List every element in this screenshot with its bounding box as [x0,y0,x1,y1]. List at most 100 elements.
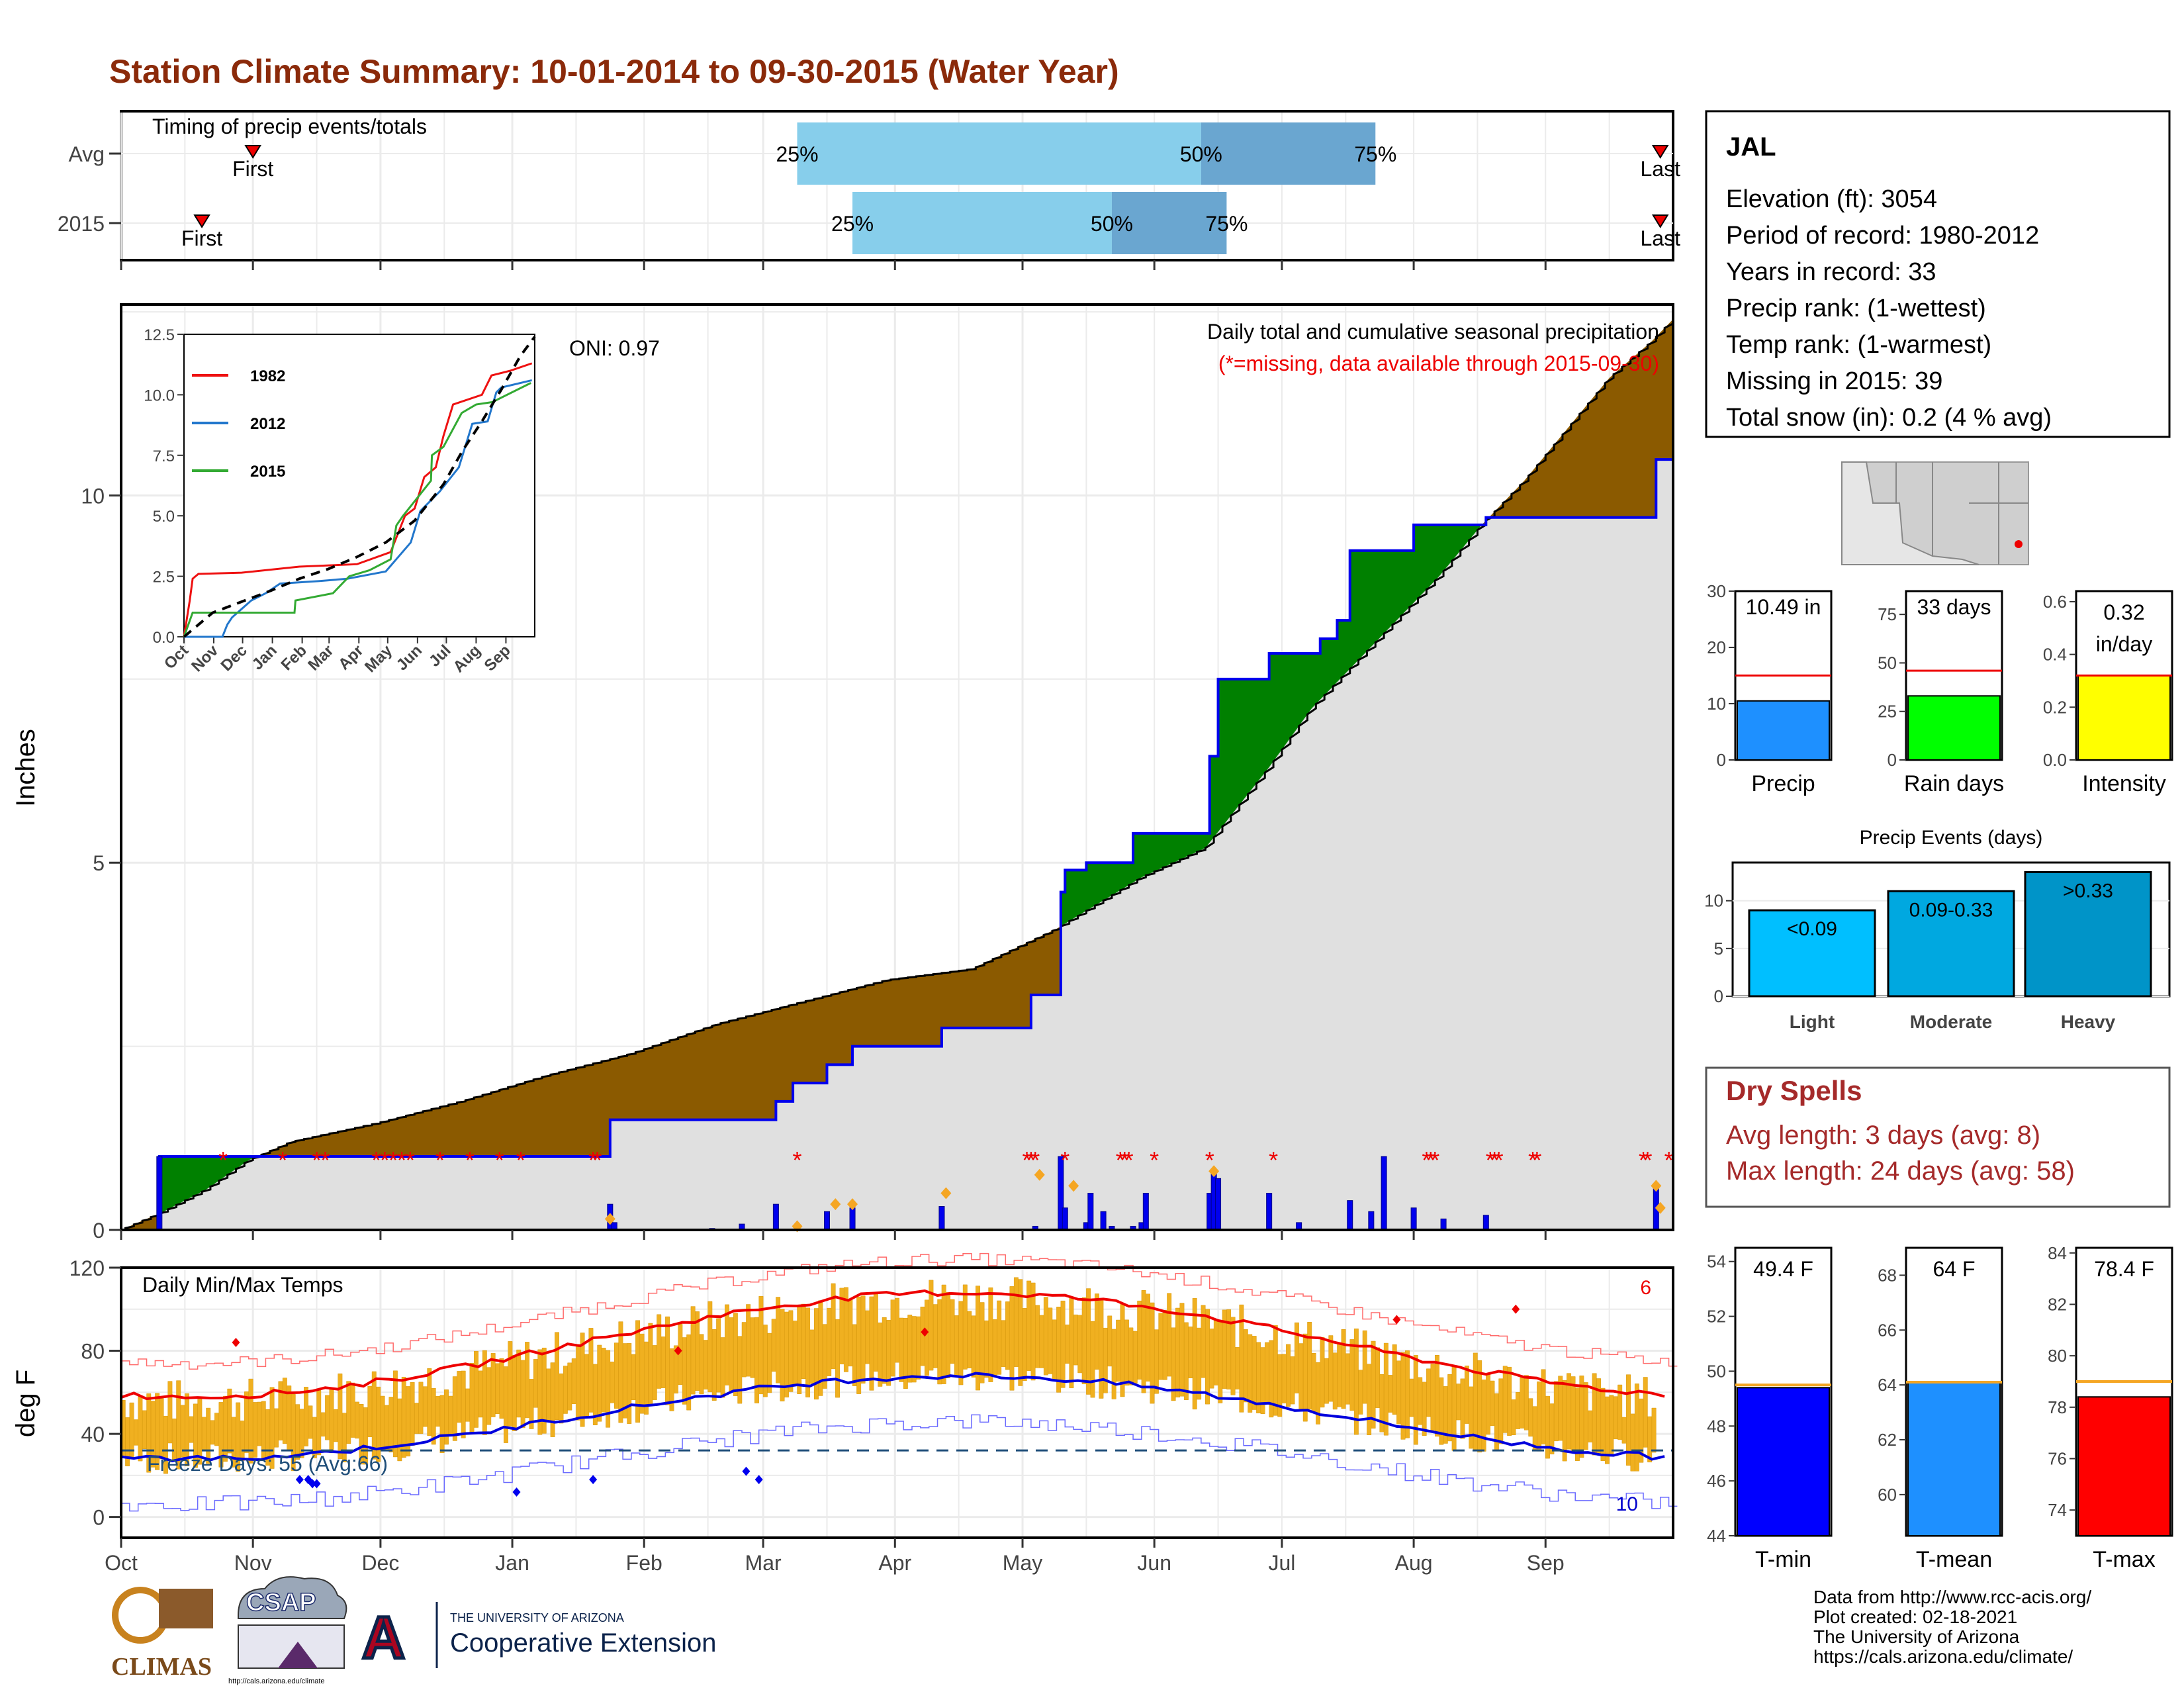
summary-bar-y-tick-label: 50 [1878,653,1897,673]
temp-y-tick-label: 40 [81,1423,105,1446]
timing-q25-q50-bar [852,192,1112,254]
missing-day-marker: * [278,1147,287,1174]
precip-event-marker [1208,1165,1220,1178]
missing-day-marker: * [320,1147,330,1174]
daily-precip-bar [1347,1200,1353,1231]
temp-bar-y-tick-label: 78 [2048,1397,2067,1417]
timing-first-label: First [181,226,222,250]
timing-last-marker [1651,214,1669,228]
record-low-marker [754,1475,763,1485]
summary-bar-category-label: Precip [1751,771,1815,796]
summary-bar-category-label: Intensity [2082,771,2166,796]
temp-y-tick-label: 120 [69,1256,105,1280]
missing-day-marker: * [1664,1147,1674,1174]
csap-text: CSAP [246,1589,316,1617]
station-location-marker [2015,540,2023,548]
temp-bar-value [1907,1382,2001,1536]
freeze-days-label: Freeze Days: 55 (Avg:66) [147,1452,388,1476]
summary-bar-y-tick-label: 25 [1878,702,1897,722]
missing-day-marker: * [1022,1147,1031,1174]
inset-line-2015 [183,382,531,637]
precip-event-marker [1651,1180,1662,1192]
missing-day-marker: * [1060,1147,1069,1174]
missing-day-marker: * [1422,1147,1431,1174]
inset-y-tick-label: 0.0 [153,629,175,647]
timing-last-label: Last [1640,226,1680,250]
inset-legend-label: 1982 [250,367,285,385]
daily-precip-bar [156,1156,163,1231]
summary-bar-y-tick-label: 0 [1717,750,1726,770]
record-low-marker [295,1475,304,1485]
timing-q50-q75-bar [1111,192,1227,254]
summary-bar-y-tick-label: 75 [1878,604,1897,624]
temp-bar-value-label: 64 F [1933,1257,1975,1281]
dry-spells-box: Dry Spells Avg length: 3 days (avg: 8) M… [1705,1066,2171,1208]
avg-max-temp-line [120,1289,1665,1401]
inset-legend-label: 2015 [250,463,285,481]
summary-bar-value [2077,675,2171,761]
inset-line-1982 [183,362,533,637]
daily-precip-bar [1087,1193,1094,1231]
info-line: Temp rank: (1-warmest) [1726,331,1991,359]
timing-label: Timing of precip events/totals [152,115,427,138]
precip-event-marker [830,1198,841,1211]
credit-line: https://cals.arizona.edu/climate/ [1813,1646,2073,1667]
temp-y-label: deg F [11,1370,40,1437]
missing-day-marker: * [1486,1147,1495,1174]
inset-y-tick-label: 5.0 [153,508,175,526]
events-y-tick-label: 10 [1704,891,1723,911]
summary-bar-value-unit: in/day [2096,632,2152,656]
record-low-marker [589,1475,598,1485]
temp-panel-frame [120,1266,1674,1539]
temp-bar-y-tick-label: 44 [1707,1526,1726,1546]
precip-missing-caption: (*=missing, data available through 2015-… [1218,352,1659,375]
missing-day-marker: * [1269,1147,1278,1174]
missing-day-marker: * [1026,1147,1036,1174]
avg-min-temp-line [120,1372,1665,1463]
events-bar [1887,890,2015,998]
missing-day-marker: * [1643,1147,1652,1174]
info-line: Period of record: 1980-2012 [1726,222,2039,250]
daily-precip-bar [1100,1211,1107,1231]
dry-spells-frame [1705,1066,2171,1208]
precip-event-marker [940,1187,952,1199]
missing-day-marker: * [1150,1147,1159,1174]
credit-line: Plot created: 02-18-2021 [1813,1607,2017,1627]
timing-q25-label: 25% [776,142,818,166]
timing-q75-label: 75% [1205,212,1248,236]
temp-bar-y-tick-label: 62 [1878,1430,1897,1450]
temp-bar-y-tick-label: 76 [2048,1448,2067,1468]
events-y-tick-label: 5 [1714,939,1723,959]
csap-url: http://cals.arizona.edu/climate [228,1677,325,1685]
missing-day-marker: * [793,1147,802,1174]
daily-precip-bar [1215,1178,1222,1231]
temp-bar-category-label: T-min [1755,1547,1811,1572]
timing-row-label: Avg [68,142,105,166]
summary-bar-value [1907,695,2001,761]
temp-bar-value [1737,1387,1830,1536]
ua-a-mark: A [362,1605,405,1671]
inset-y-tick-label: 12.5 [144,326,175,344]
daily-precip-bar [823,1211,830,1231]
timing-first-marker [193,214,210,228]
map-region-west [1841,461,1979,565]
dry-spells-max: Max length: 24 days (avg: 58) [1726,1156,2075,1186]
credits: Data from http://www.rcc-acis.org/Plot c… [1813,1587,2091,1667]
record-low-marker [312,1479,321,1489]
temp-x-tick-label: Oct [105,1551,138,1575]
daily-precip-bar [938,1205,945,1231]
obs-cumulative-line [121,458,1673,1231]
record-high-marker [1512,1304,1520,1314]
temp-x-tick-label: Feb [626,1551,662,1575]
temp-x-tick-label: Jul [1268,1551,1295,1575]
daily-precip-bar [1266,1193,1273,1231]
precip-panel: * * ** ***** * * * * ** * *** * *** * * * *** *** ** ** * 05… [11,303,1674,1243]
summary-bar-value [1737,700,1830,761]
daily-precip-bar [1440,1218,1447,1231]
obs-above-avg-area [159,517,1490,1214]
temp-y-tick-label: 80 [81,1340,105,1364]
inset-chart: 0.02.55.07.510.012.5OctNovDecJanFebMarAp… [144,326,536,676]
temp-x-tick-label: Apr [878,1551,911,1575]
missing-day-marker: * [588,1147,598,1174]
missing-day-marker: * [406,1147,415,1174]
